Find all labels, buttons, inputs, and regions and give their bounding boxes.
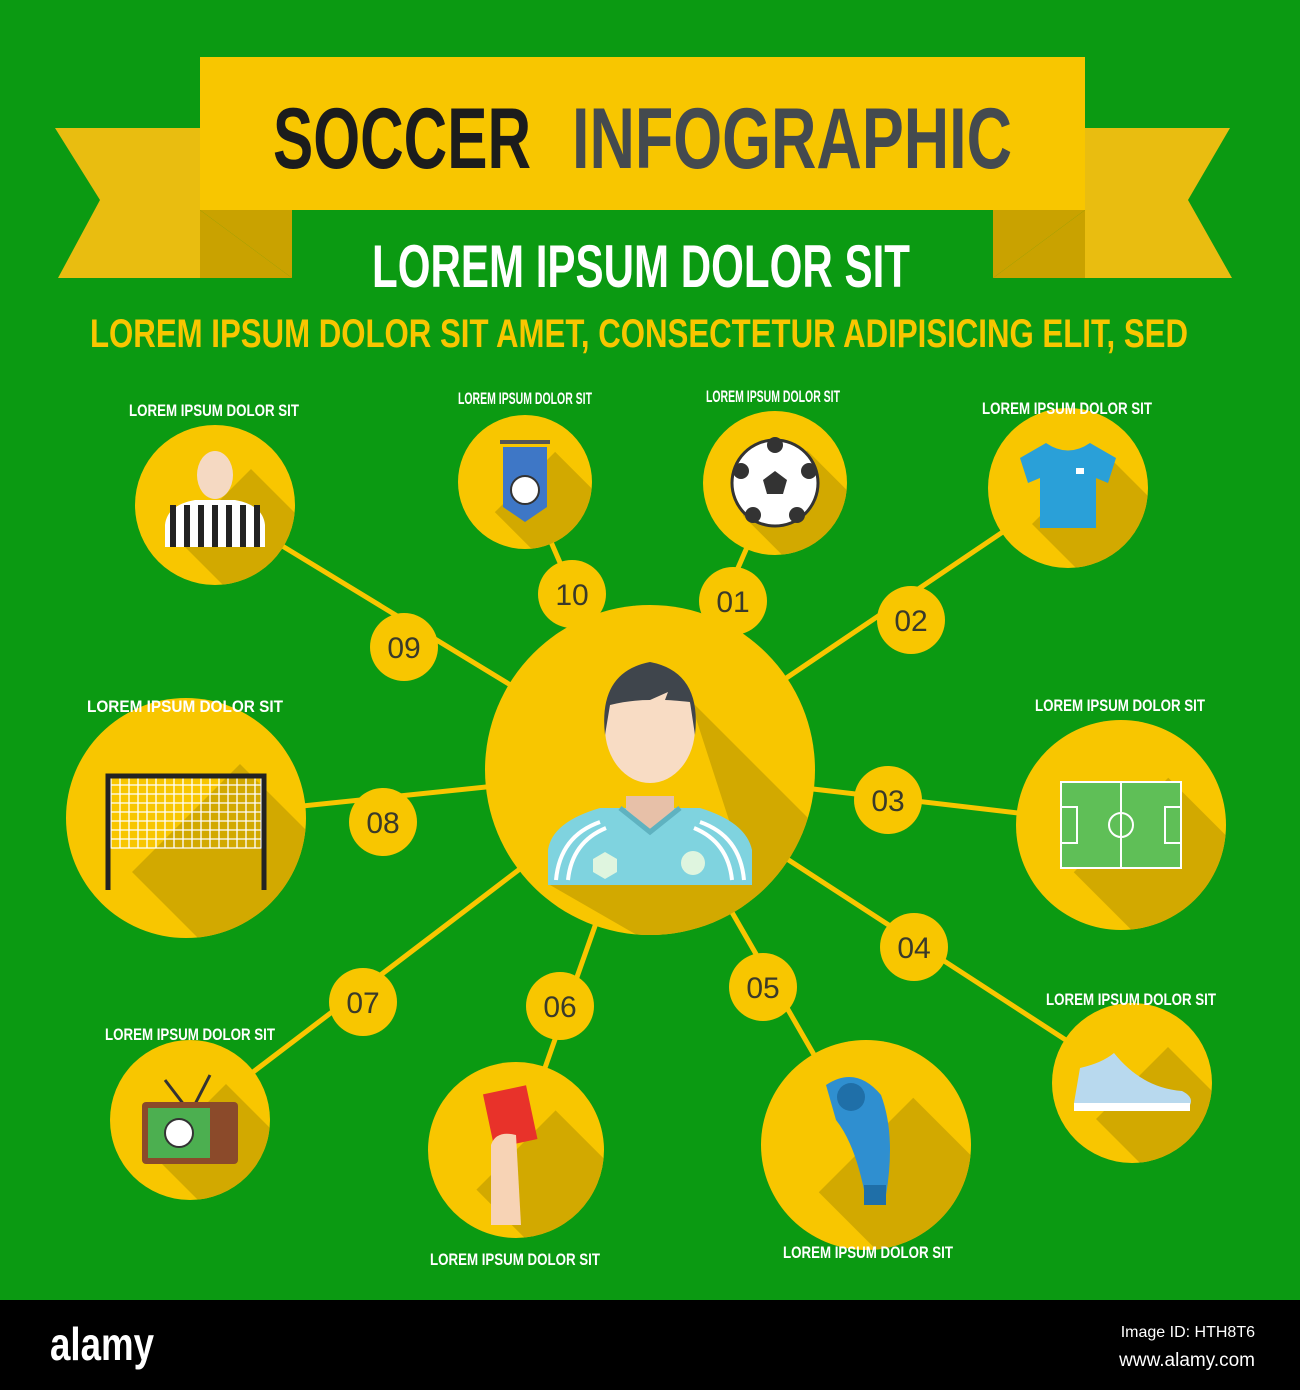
node-02 [988,408,1148,568]
soccer-player-icon [548,662,752,885]
cleat-shoe-icon [1074,1053,1191,1111]
node-label: LOREM IPSUM DOLOR SIT [982,399,1152,418]
soccer-ball-icon [730,437,820,528]
number-badge: 10 [538,560,606,628]
node-04 [1052,1003,1212,1163]
number-badge: 01 [699,567,767,635]
number-badge: 07 [329,968,397,1036]
footer-logo: alamy [50,1318,154,1370]
node-10 [458,415,592,549]
node-number: 06 [543,991,576,1024]
long-shadow [1096,1047,1212,1163]
node-07 [110,1040,270,1200]
long-shadow [494,451,592,549]
node-label: LOREM IPSUM DOLOR SIT [1046,990,1216,1009]
node-number: 01 [716,586,749,619]
referee-icon [165,451,265,547]
goal-net-icon [105,773,267,890]
title-word-2: INFOGRAPHIC [572,91,1012,187]
pennant-icon [500,440,550,522]
node-number: 04 [897,932,930,965]
node-label: LOREM IPSUM DOLOR SIT [1035,696,1205,715]
tagline: LOREM IPSUM DOLOR SIT AMET, CONSECTETUR … [90,312,1188,356]
number-badge: 03 [854,766,922,834]
number-badge: 06 [526,972,594,1040]
node-label: LOREM IPSUM DOLOR SIT [458,389,592,408]
soccer-field-icon [1060,781,1182,869]
node-number: 10 [555,579,588,612]
node-06 [428,1062,604,1238]
whistle-icon [826,1077,890,1205]
number-badge: 05 [729,953,797,1021]
number-badge: 09 [370,613,438,681]
node-label: LOREM IPSUM DOLOR SIT [430,1250,600,1269]
long-shadow [1032,452,1148,568]
red-card-icon [482,1085,538,1225]
node-number: 03 [871,785,904,818]
title-ribbon [55,57,1232,278]
node-number: 02 [894,605,927,638]
number-badge: 04 [880,913,948,981]
node-label: LOREM IPSUM DOLOR SIT [87,697,284,716]
website-url: www.alamy.com [1118,1350,1255,1371]
jersey-icon [1020,443,1116,528]
node-label: LOREM IPSUM DOLOR SIT [783,1243,953,1262]
node-09 [135,425,295,585]
node-label: LOREM IPSUM DOLOR SIT [129,401,299,420]
image-id: Image ID: HTH8T6 [1121,1324,1255,1341]
long-shadow [476,1110,604,1238]
node-label: LOREM IPSUM DOLOR SIT [706,387,840,406]
node-01 [703,411,847,555]
number-badge: 02 [877,586,945,654]
subtitle: LOREM IPSUM DOLOR SIT [372,233,910,300]
title-word-1: SOCCER [273,91,531,187]
node-number: 05 [746,972,779,1005]
node-label: LOREM IPSUM DOLOR SIT [105,1025,275,1044]
node-number: 09 [387,632,420,665]
footer-bar [0,1300,1300,1390]
number-badge: 08 [349,788,417,856]
node-number: 08 [366,807,399,840]
long-shadow [742,450,847,555]
tv-icon [142,1074,238,1164]
node-number: 07 [346,987,379,1020]
